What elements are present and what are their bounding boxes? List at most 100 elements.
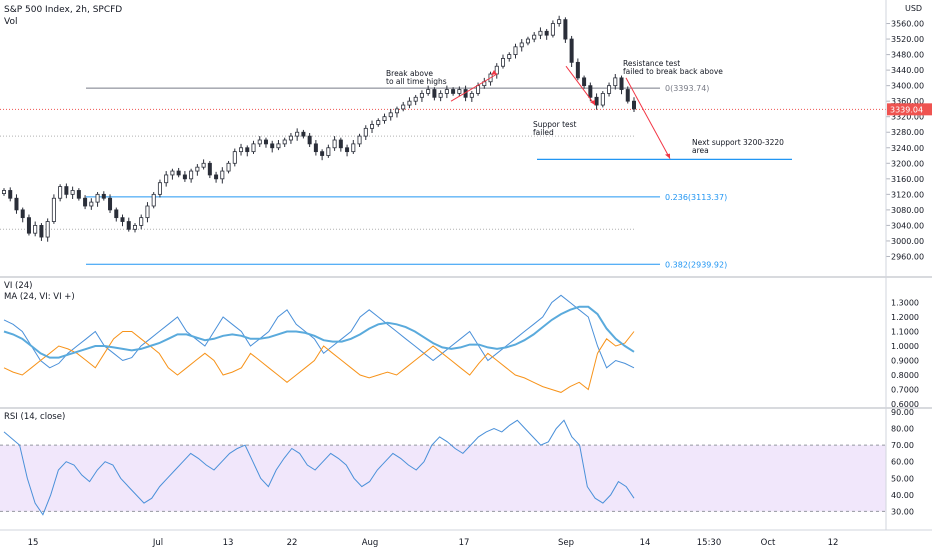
vi-ma-line[interactable] <box>3 305 635 359</box>
candle-body[interactable] <box>451 89 456 94</box>
candle-body[interactable] <box>70 190 75 195</box>
candle-body[interactable] <box>33 225 38 234</box>
candle-body[interactable] <box>151 193 156 207</box>
candle-body[interactable] <box>625 89 630 102</box>
rsi-pane[interactable]: 90.00 80.00 70.00 60.00 50.00 40.00 30.00 <box>0 408 914 516</box>
candle-body[interactable] <box>139 217 144 226</box>
candle-body[interactable] <box>444 89 449 94</box>
candle-body[interactable] <box>476 85 481 94</box>
candle-body[interactable] <box>164 174 169 184</box>
candle-body[interactable] <box>26 217 31 234</box>
candle-body[interactable] <box>582 77 587 87</box>
candle-body[interactable] <box>632 100 637 110</box>
candle-body[interactable] <box>83 197 88 207</box>
price-pane[interactable]: 3560.00 3520.00 3480.00 3440.00 3400.00 3360.… <box>0 15 932 270</box>
vi-plus-line[interactable] <box>3 294 635 369</box>
candle-body[interactable] <box>170 170 175 176</box>
candle-body[interactable] <box>326 147 331 156</box>
candle-body[interactable] <box>126 221 131 230</box>
candle-body[interactable] <box>45 221 50 238</box>
candle-body[interactable] <box>251 143 256 153</box>
candle-body[interactable] <box>101 193 106 199</box>
candle-body[interactable] <box>145 205 150 219</box>
candle-body[interactable] <box>513 46 518 55</box>
candle-body[interactable] <box>214 174 219 180</box>
candle-body[interactable] <box>245 147 250 153</box>
candle-body[interactable] <box>419 93 424 98</box>
candle-body[interactable] <box>469 93 474 98</box>
candle-body[interactable] <box>575 61 580 79</box>
candle-body[interactable] <box>394 108 399 114</box>
candle-body[interactable] <box>382 116 387 121</box>
candle-body[interactable] <box>132 225 137 230</box>
candle-body[interactable] <box>619 77 624 90</box>
candle-body[interactable] <box>376 120 381 125</box>
candle-body[interactable] <box>588 85 593 98</box>
candle-body[interactable] <box>320 151 325 156</box>
rsi-line[interactable] <box>3 419 635 516</box>
candle-body[interactable] <box>220 170 225 180</box>
candle-body[interactable] <box>108 197 113 211</box>
candle-body[interactable] <box>313 143 318 153</box>
candle-body[interactable] <box>301 131 306 137</box>
candle-body[interactable] <box>120 217 125 222</box>
candle-body[interactable] <box>307 135 312 145</box>
candle-body[interactable] <box>569 38 574 63</box>
candle-body[interactable] <box>76 190 81 199</box>
candle-body[interactable] <box>544 30 549 36</box>
candle-body[interactable] <box>426 89 431 94</box>
candle-body[interactable] <box>501 58 506 67</box>
candle-body[interactable] <box>263 139 268 145</box>
candle-body[interactable] <box>345 147 350 153</box>
candle-body[interactable] <box>176 170 181 176</box>
candle-body[interactable] <box>95 193 100 203</box>
candle-body[interactable] <box>438 93 443 98</box>
candle-body[interactable] <box>525 38 530 44</box>
candle-body[interactable] <box>14 197 19 211</box>
candle-body[interactable] <box>613 77 618 87</box>
candle-body[interactable] <box>507 54 512 59</box>
candle-body[interactable] <box>189 170 194 180</box>
candle-body[interactable] <box>51 197 56 222</box>
candle-body[interactable] <box>270 143 275 149</box>
annotation-arrow[interactable] <box>565 65 596 106</box>
candle-body[interactable] <box>207 162 212 176</box>
candle-body[interactable] <box>363 127 368 137</box>
candle-body[interactable] <box>276 143 281 149</box>
candle-body[interactable] <box>370 124 375 129</box>
candle-body[interactable] <box>607 85 612 94</box>
candle-body[interactable] <box>2 190 7 194</box>
candle-body[interactable] <box>195 166 200 172</box>
candle-body[interactable] <box>232 151 237 164</box>
candle-body[interactable] <box>58 186 63 199</box>
candle-body[interactable] <box>157 182 162 195</box>
vortex-indicator-pane[interactable]: 1.3000 1.2000 1.1000 1.0000 0.9000 0.8000 0.70… <box>3 294 919 409</box>
annotation-arrow[interactable] <box>450 73 498 102</box>
candle-body[interactable] <box>351 143 356 153</box>
candle-body[interactable] <box>457 89 462 94</box>
candle-body[interactable] <box>519 42 524 48</box>
candle-body[interactable] <box>295 131 300 137</box>
candle-body[interactable] <box>89 201 94 207</box>
candle-body[interactable] <box>338 139 343 149</box>
candle-body[interactable] <box>64 186 69 195</box>
candle-body[interactable] <box>239 147 244 153</box>
candle-body[interactable] <box>594 96 599 106</box>
candle-body[interactable] <box>432 89 437 98</box>
candle-body[interactable] <box>288 135 293 141</box>
candle-body[interactable] <box>114 209 119 219</box>
candle-body[interactable] <box>182 174 187 180</box>
candle-body[interactable] <box>532 34 537 40</box>
annotation-arrow[interactable] <box>625 77 671 159</box>
candle-body[interactable] <box>388 112 393 118</box>
candle-body[interactable] <box>257 139 262 145</box>
candle-body[interactable] <box>401 104 406 110</box>
candle-body[interactable] <box>563 19 568 40</box>
candle-body[interactable] <box>39 225 44 238</box>
candle-body[interactable] <box>20 209 25 219</box>
candle-body[interactable] <box>357 135 362 145</box>
candle-body[interactable] <box>550 23 555 36</box>
candle-body[interactable] <box>8 190 13 199</box>
candle-body[interactable] <box>201 162 206 168</box>
